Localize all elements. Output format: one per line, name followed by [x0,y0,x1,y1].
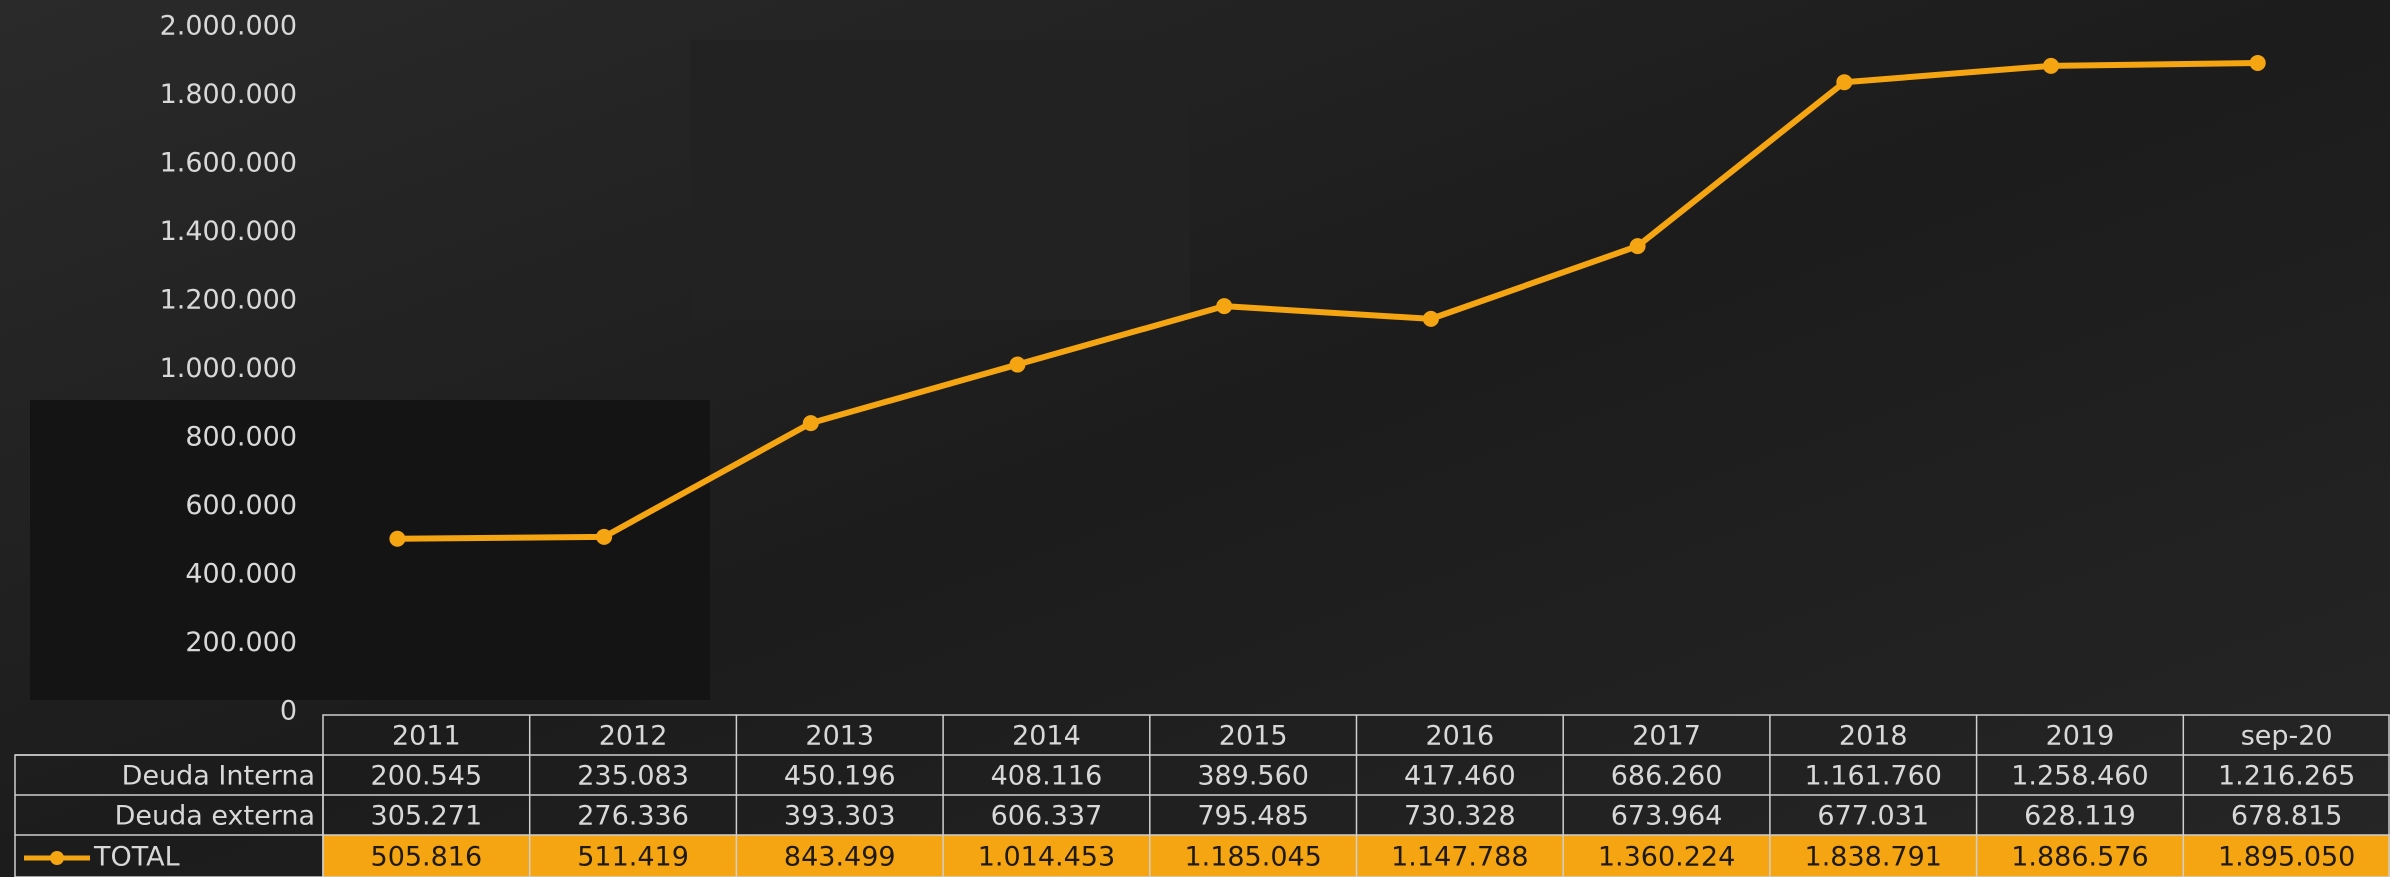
cell-value: 843.499 [784,842,896,873]
point [2043,58,2059,74]
x-tick-label: 2018 [1839,721,1908,752]
x-tick-label: 2013 [805,721,874,752]
building-shade [30,400,710,700]
cell-value: 417.460 [1404,761,1516,792]
y-tick-label: 1.200.000 [160,285,297,316]
point [596,529,612,545]
cell-value: 628.119 [2024,801,2136,832]
cell-value: 505.816 [371,842,483,873]
x-tick-label: 2017 [1632,721,1701,752]
cell-value: 235.083 [577,761,689,792]
cell-value: 1.161.760 [1805,761,1942,792]
y-tick-label: 800.000 [185,422,297,453]
y-tick-label: 600.000 [185,490,297,521]
cell-value: 450.196 [784,761,896,792]
row-label: Deuda externa [115,801,315,832]
point [2250,55,2266,71]
point [389,531,405,547]
cell-value: 1.838.791 [1805,842,1942,873]
point [803,415,819,431]
x-tick-label: sep-20 [2241,721,2333,752]
cell-value: 1.014.453 [978,842,1115,873]
x-tick-label: 2012 [599,721,668,752]
cell-value: 1.216.265 [2218,761,2355,792]
x-tick-label: 2011 [392,721,461,752]
point [1836,74,1852,90]
x-tick-label: 2015 [1219,721,1288,752]
x-tick-label: 2016 [1425,721,1494,752]
legend-dot [50,851,64,865]
cell-value: 673.964 [1611,801,1723,832]
x-tick-label: 2019 [2046,721,2115,752]
point [1630,238,1646,254]
y-tick-label: 200.000 [185,627,297,658]
cell-value: 686.260 [1611,761,1723,792]
cell-value: 1.258.460 [2011,761,2148,792]
cell-value: 677.031 [1817,801,1929,832]
page: {"chart_data": {"type": "line", "categor… [0,0,2390,877]
building-shade [690,40,1190,320]
point [1423,311,1439,327]
cell-value: 389.560 [1197,761,1309,792]
point [1010,357,1026,373]
cell-value: 1.360.224 [1598,842,1735,873]
y-tick-label: 1.800.000 [160,79,297,110]
y-tick-label: 1.000.000 [160,353,297,384]
cell-value: 200.545 [371,761,483,792]
cell-value: 730.328 [1404,801,1516,832]
cell-value: 276.336 [577,801,689,832]
cell-value: 606.337 [991,801,1103,832]
y-tick-label: 1.600.000 [160,148,297,179]
cell-value: 408.116 [991,761,1103,792]
cell-value: 1.886.576 [2011,842,2148,873]
cell-value: 393.303 [784,801,896,832]
cell-value: 1.147.788 [1391,842,1528,873]
x-tick-label: 2014 [1012,721,1081,752]
cell-value: 1.185.045 [1184,842,1321,873]
legend-label: TOTAL [93,842,180,873]
cell-value: 1.895.050 [2218,842,2355,873]
cell-value: 305.271 [371,801,483,832]
cell-value: 678.815 [2231,801,2343,832]
cell-value: 795.485 [1197,801,1309,832]
chart: 0 200.000 400.000 600.000 800.000 1.000.000 1.… [0,0,2390,877]
row-label: Deuda Interna [122,761,315,792]
y-tick-label: 0 [280,696,297,727]
cell-value: 511.419 [577,842,689,873]
y-tick-label: 2.000.000 [160,11,297,42]
y-tick-label: 400.000 [185,559,297,590]
y-tick-label: 1.400.000 [160,216,297,247]
point [1216,298,1232,314]
